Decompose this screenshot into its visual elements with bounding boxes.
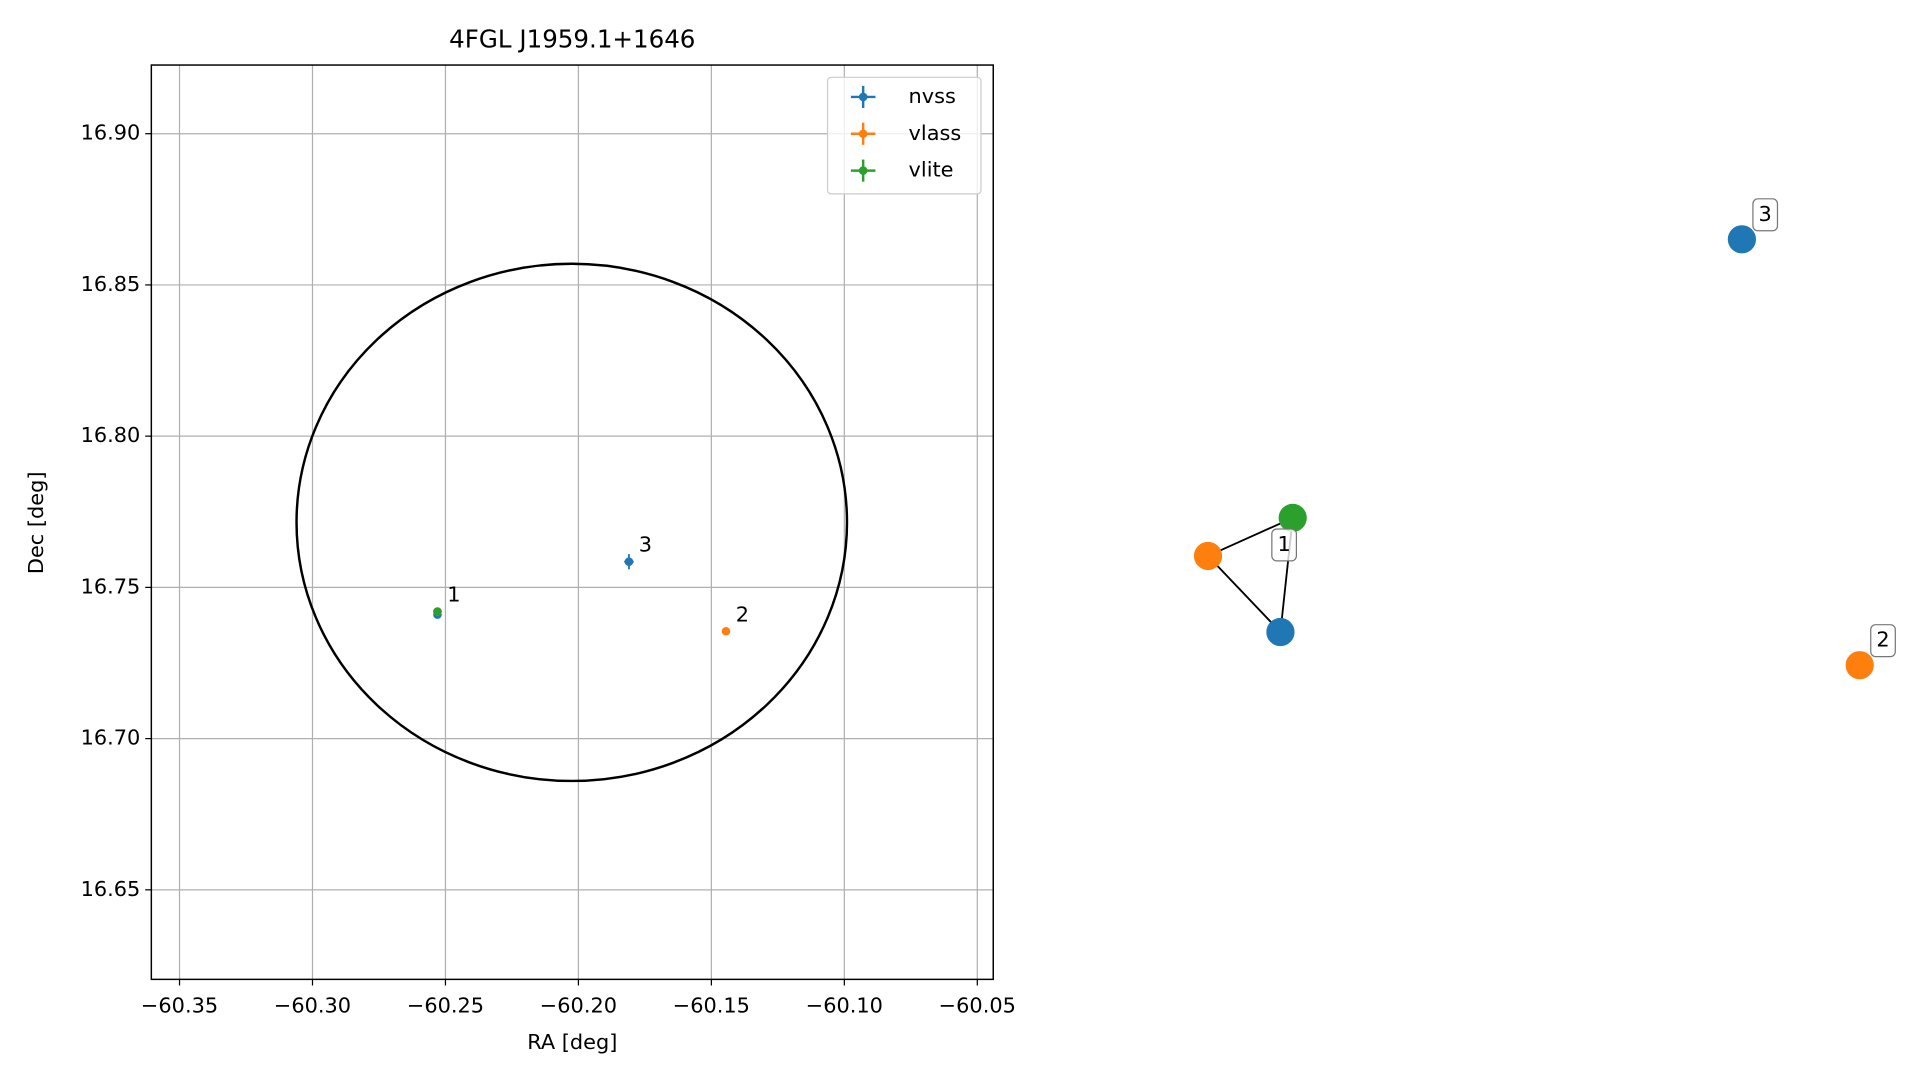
node-label-box <box>1752 198 1779 232</box>
legend-icon <box>858 166 868 175</box>
y-tick-label: 16.65 <box>81 877 141 901</box>
legend-label: vlass <box>909 121 962 145</box>
y-tick-label: 16.90 <box>81 121 141 145</box>
y-tick-label: 16.85 <box>81 272 141 296</box>
x-tick-label: −60.20 <box>540 993 617 1017</box>
x-axis-label: RA [deg] <box>527 1030 617 1054</box>
point <box>721 626 731 636</box>
legend-label: nvss <box>909 84 956 108</box>
region <box>295 262 849 783</box>
annotation: 3 <box>639 533 652 557</box>
annotation: 2 <box>736 602 749 626</box>
plot-frame <box>150 64 994 981</box>
legend-label: vlite <box>909 158 954 182</box>
node <box>1278 503 1307 533</box>
node <box>1266 617 1295 647</box>
x-tick-label: −60.05 <box>939 993 1016 1017</box>
x-tick-label: −60.30 <box>274 993 351 1017</box>
x-tick-label: −60.15 <box>673 993 750 1017</box>
point <box>433 607 442 616</box>
y-tick-label: 16.80 <box>81 423 141 447</box>
node-label: 3 <box>1759 202 1772 226</box>
x-tick-label: −60.35 <box>141 993 218 1017</box>
legend: nvss vlass vlite <box>826 76 982 195</box>
annotation: 1 <box>447 583 460 607</box>
edge <box>1207 555 1282 633</box>
node-label: 2 <box>1876 628 1889 652</box>
x-tick-label: −60.25 <box>407 993 484 1017</box>
node <box>1727 225 1756 254</box>
edge <box>1207 517 1294 557</box>
chart-title: 4FGL J1959.1+1646 <box>449 25 695 54</box>
node-label-box <box>1870 624 1896 658</box>
node <box>1193 541 1223 571</box>
y-axis-label: Dec [deg] <box>24 472 48 575</box>
x-tick-label: −60.10 <box>806 993 883 1017</box>
node-label: 1 <box>1277 532 1290 556</box>
node-label-box <box>1271 528 1297 562</box>
point <box>624 557 634 566</box>
legend-icon <box>858 92 868 102</box>
legend-icon <box>858 129 868 139</box>
node <box>1845 651 1874 680</box>
y-tick-label: 16.75 <box>81 574 141 598</box>
y-tick-label: 16.70 <box>81 726 141 750</box>
legend-box <box>826 76 982 195</box>
